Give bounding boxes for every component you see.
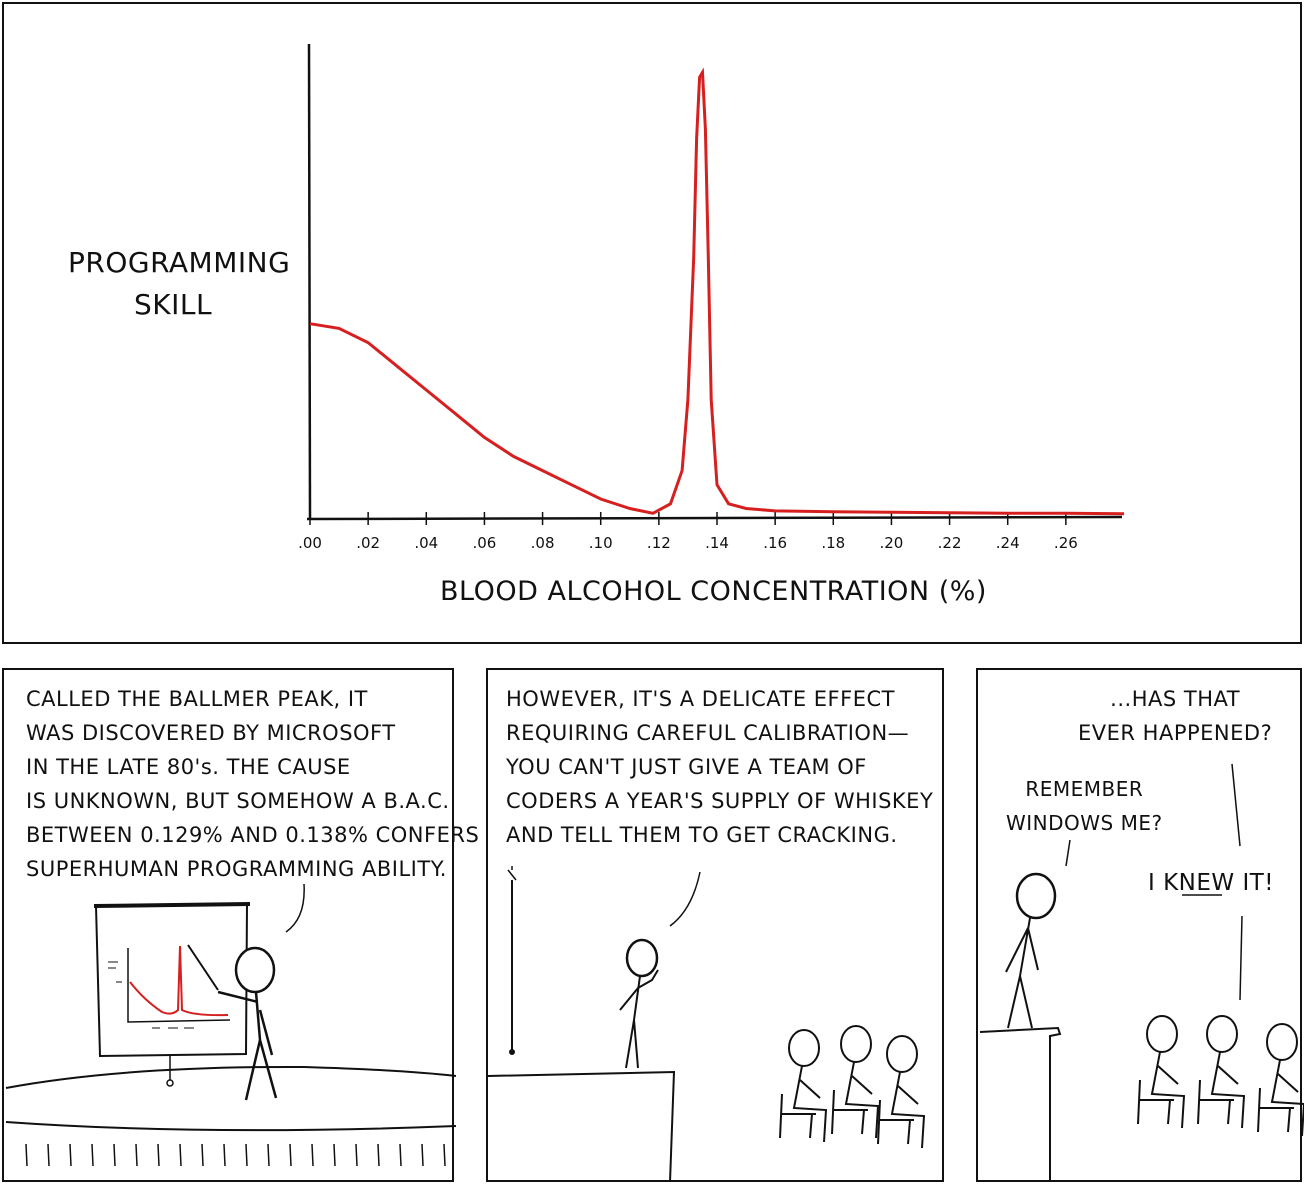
x-tick-label: .04 <box>414 534 438 552</box>
audience-head <box>886 1035 918 1073</box>
y-axis-label: PROGRAMMING SKILL <box>68 242 291 326</box>
audience <box>1137 1015 1304 1137</box>
stage-slat <box>223 1143 226 1167</box>
stage-slat <box>399 1143 402 1167</box>
skill-curve <box>309 67 1125 516</box>
x-tick-label: .22 <box>938 534 962 552</box>
stage-slat <box>245 1143 248 1167</box>
comic-panel-2: HOWEVER, IT'S A DELICATE EFFECT REQUIRIN… <box>486 668 944 1183</box>
stage-slat <box>421 1143 424 1167</box>
stage <box>5 1065 456 1089</box>
audience-head <box>1266 1023 1298 1061</box>
comic-panel-3: ...HAS THAT EVER HAPPENED? REMEMBER WIND… <box>976 668 1304 1182</box>
stage-slat <box>157 1143 160 1167</box>
stage-slat <box>135 1143 138 1167</box>
presenter-head <box>234 946 276 994</box>
stage-slat <box>179 1143 182 1167</box>
stage-slat <box>69 1143 72 1167</box>
audience-body <box>1197 1051 1246 1129</box>
stage-slat <box>267 1143 270 1167</box>
panel2-art <box>488 866 926 1183</box>
audience-body <box>779 1065 828 1143</box>
audience-body <box>831 1061 880 1139</box>
x-ticks <box>309 512 1067 525</box>
panel1-art <box>5 883 456 1167</box>
x-tick-labels: .00 .02 .04 .06 .08 .10 .12 .14 .16 .18 .20 .22 .24.… <box>298 534 1078 552</box>
x-tick-label: .12 <box>647 534 671 552</box>
stage-slat <box>91 1143 94 1167</box>
stage-slat <box>311 1143 314 1167</box>
x-tick-label: .18 <box>821 534 845 552</box>
ballmer-peak-chart: .00 .02 .04 .06 .08 .10 .12 .14 .16 .18 .20 .22 .24.… <box>298 43 1125 552</box>
stage-slat <box>355 1143 358 1167</box>
panel3-speaker-text: REMEMBER WINDOWS ME? <box>1006 777 1163 835</box>
stage-slat <box>201 1143 204 1167</box>
podium <box>488 1070 676 1183</box>
x-tick-label: .16 <box>763 534 787 552</box>
stage-slat <box>47 1143 50 1167</box>
x-axis <box>306 515 1123 521</box>
stage-slat <box>289 1143 292 1167</box>
x-tick-label: .02 <box>356 534 380 552</box>
audience-head <box>1206 1015 1238 1053</box>
y-axis-label-line1: PROGRAMMING <box>68 246 291 279</box>
chart-panel: .00 .02 .04 .06 .08 .10 .12 .14 .16 .18 .20 .22 .24.… <box>2 2 1302 644</box>
stage-slat <box>113 1143 116 1167</box>
audience <box>779 1025 926 1149</box>
comic-panel-1: CALLED THE BALLMER PEAK, IT WAS DISCOVER… <box>2 668 479 1182</box>
mini-curve <box>129 945 229 1017</box>
y-axis <box>307 43 312 520</box>
panel3-reply: I KNEW IT! <box>1148 870 1275 896</box>
audience-head <box>840 1025 872 1063</box>
projector-screen <box>94 902 249 1058</box>
x-tick-label: .10 <box>589 534 613 552</box>
audience-head <box>788 1029 820 1067</box>
stage-slat <box>443 1143 446 1167</box>
x-tick-label: .20 <box>879 534 903 552</box>
panel1-caption: CALLED THE BALLMER PEAK, IT WAS DISCOVER… <box>26 687 480 881</box>
speaker-head <box>625 938 659 978</box>
x-tick-label: .24 <box>996 534 1020 552</box>
speaker-head <box>1015 872 1057 920</box>
y-axis-label-line2: SKILL <box>133 288 213 321</box>
x-tick-label: .06 <box>472 534 496 552</box>
stage-slat <box>377 1143 380 1167</box>
audience-body <box>877 1071 926 1149</box>
panel3-question: ...HAS THAT EVER HAPPENED? <box>1078 687 1273 745</box>
x-axis-label: BLOOD ALCOHOL CONCENTRATION (%) <box>440 576 987 607</box>
stage-slats <box>25 1143 446 1167</box>
x-tick-label: .14 <box>705 534 729 552</box>
x-tick-label: .26 <box>1054 534 1078 552</box>
audience-head <box>1146 1015 1178 1053</box>
panel2-caption: HOWEVER, IT'S A DELICATE EFFECT REQUIRIN… <box>506 687 934 847</box>
stage-slat <box>333 1143 336 1167</box>
x-tick-label: .00 <box>298 534 322 552</box>
audience-body <box>1137 1051 1186 1129</box>
panel3-art <box>979 763 1304 1182</box>
stage-slat <box>25 1143 28 1167</box>
audience-body <box>1257 1059 1304 1137</box>
pointer <box>187 944 219 991</box>
x-tick-label: .08 <box>531 534 555 552</box>
podium <box>979 1026 1062 1182</box>
